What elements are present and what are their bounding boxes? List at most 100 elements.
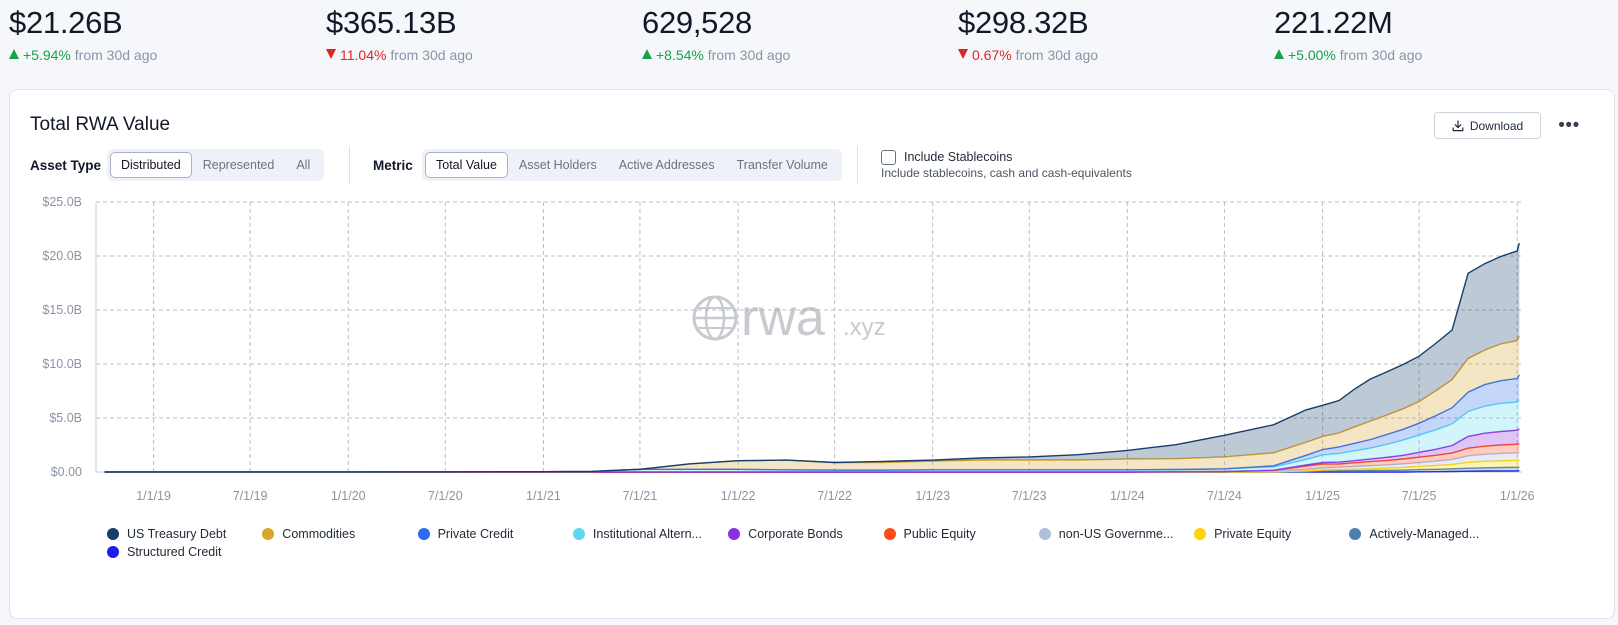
watermark-suffix: .xyz	[843, 314, 886, 341]
card-title: Total RWA Value	[30, 114, 171, 135]
stat-total-rwa: $21.26B +5.94% from 30d ago	[9, 4, 157, 64]
x-tick-label: 7/1/22	[817, 489, 852, 503]
legend-label: Corporate Bonds	[748, 527, 843, 541]
stat-change-pct: 0.67%	[972, 47, 1012, 63]
line-us-treasury-debt	[104, 242, 1520, 473]
x-tick-label: 1/1/22	[721, 489, 756, 503]
asset-type-option-represented[interactable]: Represented	[202, 158, 275, 172]
download-icon	[1452, 119, 1464, 131]
stat-value: 629,528	[642, 5, 752, 40]
legend-item[interactable]: Private Credit	[417, 527, 514, 541]
watermark: rwa .xyz	[692, 289, 886, 347]
stat-change-suffix: from 30d ago	[1339, 47, 1423, 63]
divider	[857, 146, 858, 184]
x-tick-label: 1/1/25	[1305, 489, 1340, 503]
y-tick-label: $20.0B	[42, 249, 82, 263]
y-tick-label: $15.0B	[42, 303, 82, 317]
x-tick-label: 7/1/23	[1012, 489, 1047, 503]
metric-option-total-value[interactable]: Total Value	[425, 152, 508, 178]
legend-item[interactable]: Commodities	[262, 527, 355, 541]
legend-swatch	[1038, 528, 1051, 540]
legend-item[interactable]: Actively-Managed...	[1349, 527, 1479, 541]
asset-type-label: Asset Type	[30, 158, 102, 173]
legend-swatch	[107, 528, 119, 540]
more-options-icon[interactable]: •••	[1558, 114, 1580, 136]
x-tick-label: 7/1/24	[1207, 489, 1242, 503]
x-tick-label: 7/1/21	[623, 489, 658, 503]
legend-swatch	[1349, 528, 1362, 540]
stat-change-pct: +8.54%	[656, 47, 704, 63]
triangle-down-icon	[958, 49, 968, 59]
area-us-treasury-debt	[104, 243, 1520, 472]
stat-transfer-volume: $298.32B 0.67% from 30d ago	[958, 4, 1098, 64]
download-button[interactable]: Download	[1434, 112, 1541, 139]
legend-label: Private Credit	[437, 527, 514, 541]
asset-type-selector: Distributed Represented All	[107, 149, 325, 181]
triangle-up-icon	[642, 49, 652, 59]
legend-label: Private Equity	[1214, 527, 1292, 541]
triangle-up-icon	[9, 49, 19, 59]
stat-change-pct: +5.94%	[23, 47, 71, 63]
chart-areas	[104, 242, 1520, 473]
stat-holders: 629,528 +8.54% from 30d ago	[642, 4, 790, 64]
x-tick-label: 7/1/20	[428, 489, 463, 503]
stat-change: 11.04% from 30d ago	[326, 46, 473, 64]
asset-type-option-all[interactable]: All	[296, 158, 311, 172]
stat-change: 0.67% from 30d ago	[958, 46, 1098, 64]
x-tick-label: 7/1/25	[1402, 489, 1437, 503]
include-stablecoins-description: Include stablecoins, cash and cash-equiv…	[881, 166, 1132, 180]
download-label: Download	[1469, 118, 1524, 133]
legend-swatch	[417, 528, 430, 540]
legend-item[interactable]: US Treasury Debt	[107, 527, 226, 541]
include-stablecoins-label[interactable]: Include Stablecoins	[904, 150, 1013, 164]
legend-label: Commodities	[282, 527, 356, 541]
watermark-brand: rwa	[741, 289, 825, 347]
include-stablecoins-checkbox[interactable]	[881, 150, 896, 165]
legend-swatch	[883, 528, 896, 540]
stat-value: $365.13B	[326, 5, 457, 40]
metric-selector: Total Value Asset Holders Active Address…	[422, 149, 842, 181]
metric-option-transfer-volume[interactable]: Transfer Volume	[736, 158, 828, 172]
legend-label: US Treasury Debt	[127, 527, 227, 541]
legend-item[interactable]: Corporate Bonds	[728, 527, 843, 541]
asset-type-option-distributed[interactable]: Distributed	[110, 152, 192, 178]
stat-value: $298.32B	[958, 5, 1089, 40]
x-tick-label: 1/1/20	[331, 489, 366, 503]
stat-value: $21.26B	[9, 5, 123, 40]
total-rwa-area-chart: $0.00 $5.0B $10.0B $15.0B $20.0B $25.0B 1/1/19…	[42, 195, 1535, 503]
y-tick-label: $0.00	[51, 465, 82, 479]
x-tick-label: 1/1/21	[526, 489, 561, 503]
chart-card: Total RWA Value Download ••• Asset Type …	[9, 89, 1615, 619]
legend-label: Public Equity	[903, 527, 976, 541]
legend-label: Structured Credit	[127, 545, 222, 559]
area-actively-managed	[104, 467, 1520, 472]
legend-item[interactable]: non-US Governme...	[1038, 527, 1173, 541]
y-tick-label: $25.0B	[42, 195, 82, 209]
stat-change-suffix: from 30d ago	[707, 47, 791, 63]
metric-option-active-addresses[interactable]: Active Addresses	[618, 158, 715, 172]
y-tick-label: $5.0B	[49, 411, 82, 425]
x-tick-label: 1/1/24	[1110, 489, 1145, 503]
legend-swatch	[107, 546, 119, 558]
divider	[349, 146, 350, 184]
stat-change-pct: +5.00%	[1288, 47, 1336, 63]
stat-change: +5.94% from 30d ago	[9, 46, 157, 64]
legend-swatch	[262, 528, 275, 540]
area-commodities	[104, 336, 1520, 472]
legend-label: Institutional Altern...	[592, 527, 702, 541]
stat-change: +8.54% from 30d ago	[642, 46, 790, 64]
metric-option-asset-holders[interactable]: Asset Holders	[518, 158, 597, 172]
x-tick-label: 1/1/26	[1500, 489, 1535, 503]
legend-item[interactable]: Private Equity	[1194, 527, 1291, 541]
stat-change-suffix: from 30d ago	[74, 47, 158, 63]
metric-label: Metric	[373, 158, 413, 173]
legend-item[interactable]: Institutional Altern...	[572, 527, 702, 541]
triangle-down-icon	[326, 49, 336, 59]
stat-change: +5.00% from 30d ago	[1274, 46, 1422, 64]
x-tick-label: 7/1/19	[233, 489, 268, 503]
legend-item[interactable]: Structured Credit	[107, 545, 221, 559]
stat-change-suffix: from 30d ago	[390, 47, 473, 63]
legend-swatch	[728, 528, 741, 540]
legend-item[interactable]: Public Equity	[883, 527, 976, 541]
stat-addresses: 221.22M +5.00% from 30d ago	[1274, 4, 1422, 64]
